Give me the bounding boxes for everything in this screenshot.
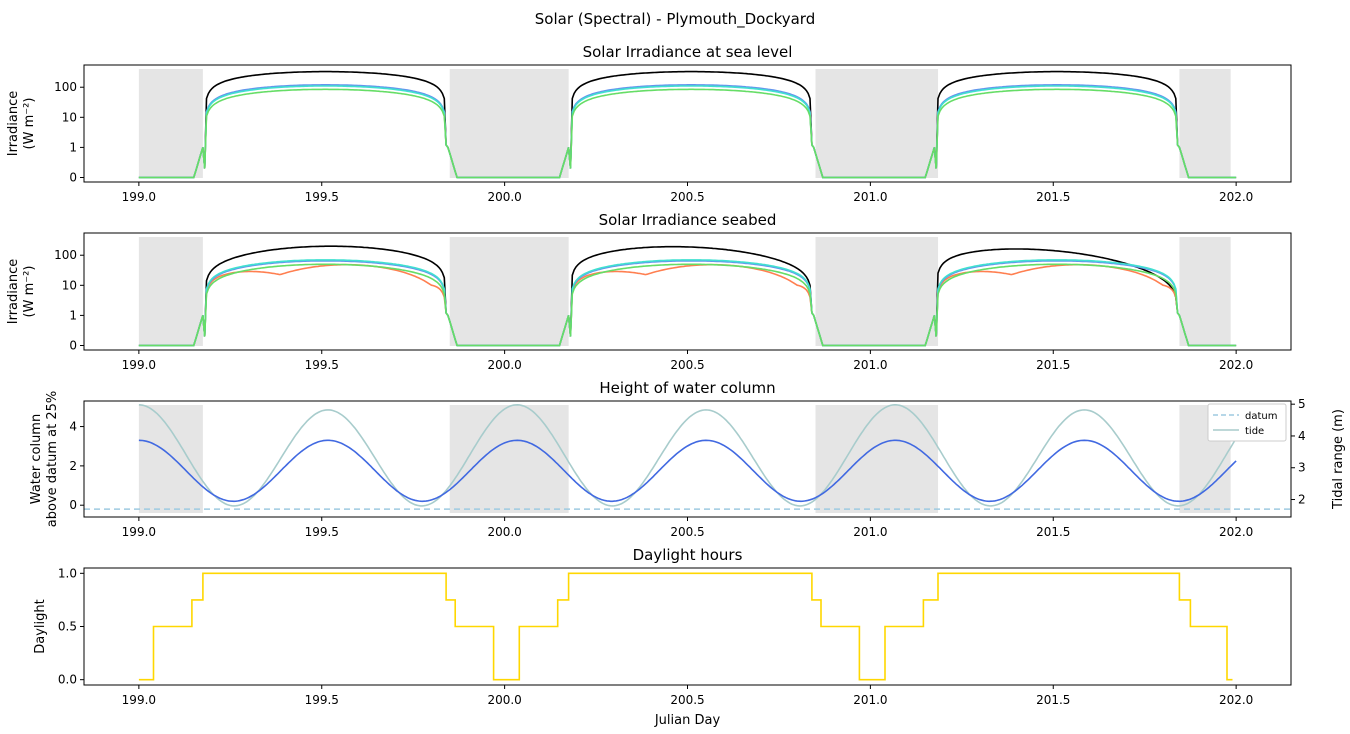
x-axis-label: Julian Day: [654, 713, 721, 728]
x-tick-label: 199.0: [122, 525, 156, 539]
legend-datum-label: datum: [1245, 411, 1277, 422]
x-tick-label: 200.5: [670, 358, 704, 372]
series-line-1: [138, 245, 1237, 347]
night-band: [138, 237, 203, 346]
daylight-line: [138, 572, 1233, 681]
x-tick-label: 201.5: [1036, 693, 1070, 707]
y-tick-label: 0: [69, 170, 77, 184]
panel-4: Daylight hours 199.0 199.5 200.0 200.5 201.0 2…: [33, 546, 1292, 728]
right-tick-label: 2: [1298, 493, 1306, 507]
series-line-5: [138, 263, 1237, 347]
x-tick-label: 201.5: [1036, 358, 1070, 372]
y-tick-label: 1: [69, 308, 77, 322]
x-tick-label: 202.0: [1219, 358, 1253, 372]
figure-title: Solar (Spectral) - Plymouth_Dockyard: [534, 10, 816, 28]
axes-frame: [83, 64, 1292, 183]
panel-title: Height of water column: [599, 379, 775, 397]
legend: datum tide: [1207, 403, 1287, 442]
x-tick-label: 200.5: [670, 190, 704, 204]
night-band: [1179, 237, 1231, 346]
y-axis-label-line2: above datum at 25%: [45, 391, 60, 527]
y-tick-label: 10: [62, 278, 77, 292]
x-tick-label: 201.5: [1036, 190, 1070, 204]
night-band: [449, 405, 569, 513]
x-tick-label: 199.5: [305, 693, 339, 707]
night-band: [449, 237, 569, 346]
y-axis-label-line2: (W m⁻²): [22, 266, 37, 318]
series-line-3: [138, 84, 1237, 179]
x-tick-label: 201.5: [1036, 525, 1070, 539]
x-tick-label: 199.0: [122, 358, 156, 372]
y-tick-label: 0.0: [58, 673, 77, 687]
x-tick-label: 199.0: [122, 693, 156, 707]
x-tick-label: 201.0: [853, 358, 887, 372]
panel-title: Solar Irradiance seabed: [599, 211, 777, 229]
y-axis-label: Water column: [29, 414, 44, 504]
series-line-4: [138, 259, 1237, 347]
y-tick-label: 0: [69, 498, 77, 512]
x-tick-label: 200.5: [670, 693, 704, 707]
y-axis-label: Daylight: [33, 599, 48, 653]
y-tick-label: 4: [69, 420, 77, 434]
water-column-line: [138, 439, 1237, 503]
x-tick-label: 199.0: [122, 190, 156, 204]
series-line-2: [138, 84, 1237, 179]
x-tick-label: 200.0: [487, 693, 521, 707]
x-tick-label: 200.5: [670, 525, 704, 539]
night-band: [1179, 69, 1231, 178]
x-tick-label: 201.0: [853, 190, 887, 204]
legend-box: [1207, 403, 1287, 442]
x-tick-label: 201.0: [853, 525, 887, 539]
x-tick-label: 199.5: [305, 358, 339, 372]
panel-3: 2 3 4 5 Tidal range (m) datum tide Height of wa…: [29, 379, 1346, 539]
night-band: [815, 69, 939, 178]
y-tick-label: 2: [69, 459, 77, 473]
x-tick-label: 199.5: [305, 190, 339, 204]
night-band: [138, 69, 203, 178]
y-axis-label-line2: (W m⁻²): [22, 98, 37, 150]
y-tick-label: 1.0: [58, 566, 77, 580]
x-tick-label: 201.0: [853, 693, 887, 707]
right-tick-label: 4: [1298, 429, 1306, 443]
series-line-5: [138, 88, 1237, 179]
series-line-3: [138, 260, 1237, 347]
y-axis-label: Irradiance: [6, 259, 21, 324]
panel-2: Solar Irradiance seabed 199.0 199.5 200.0 20…: [6, 211, 1292, 372]
x-tick-label: 200.0: [487, 525, 521, 539]
axes-frame: [83, 567, 1292, 686]
legend-tide-label: tide: [1245, 426, 1264, 437]
x-tick-label: 200.0: [487, 190, 521, 204]
night-band: [449, 69, 569, 178]
x-tick-label: 202.0: [1219, 525, 1253, 539]
y-tick-label: 100: [54, 248, 77, 262]
x-tick-label: 202.0: [1219, 190, 1253, 204]
x-tick-label: 200.0: [487, 358, 521, 372]
series-line-2: [138, 263, 1237, 347]
series-line-4: [138, 85, 1237, 179]
right-axis-label: Tidal range (m): [1331, 409, 1346, 510]
tide-line: [138, 403, 1237, 507]
y-tick-label: 100: [54, 80, 77, 94]
right-tick-label: 5: [1298, 397, 1306, 411]
night-band: [138, 405, 203, 513]
y-tick-label: 0: [69, 338, 77, 352]
x-tick-label: 202.0: [1219, 693, 1253, 707]
right-tick-label: 3: [1298, 461, 1306, 475]
panel-1: Solar Irradiance at sea level 199.0 199.5 2…: [6, 43, 1292, 204]
night-band: [815, 237, 939, 346]
y-tick-label: 1: [69, 140, 77, 154]
y-axis-label: Irradiance: [6, 91, 21, 156]
y-tick-label: 10: [62, 110, 77, 124]
panel-title: Daylight hours: [633, 546, 743, 564]
y-tick-label: 0.5: [58, 620, 77, 634]
series-line-1: [138, 70, 1237, 179]
night-band: [815, 405, 939, 513]
panel-title: Solar Irradiance at sea level: [583, 43, 793, 61]
x-tick-label: 199.5: [305, 525, 339, 539]
